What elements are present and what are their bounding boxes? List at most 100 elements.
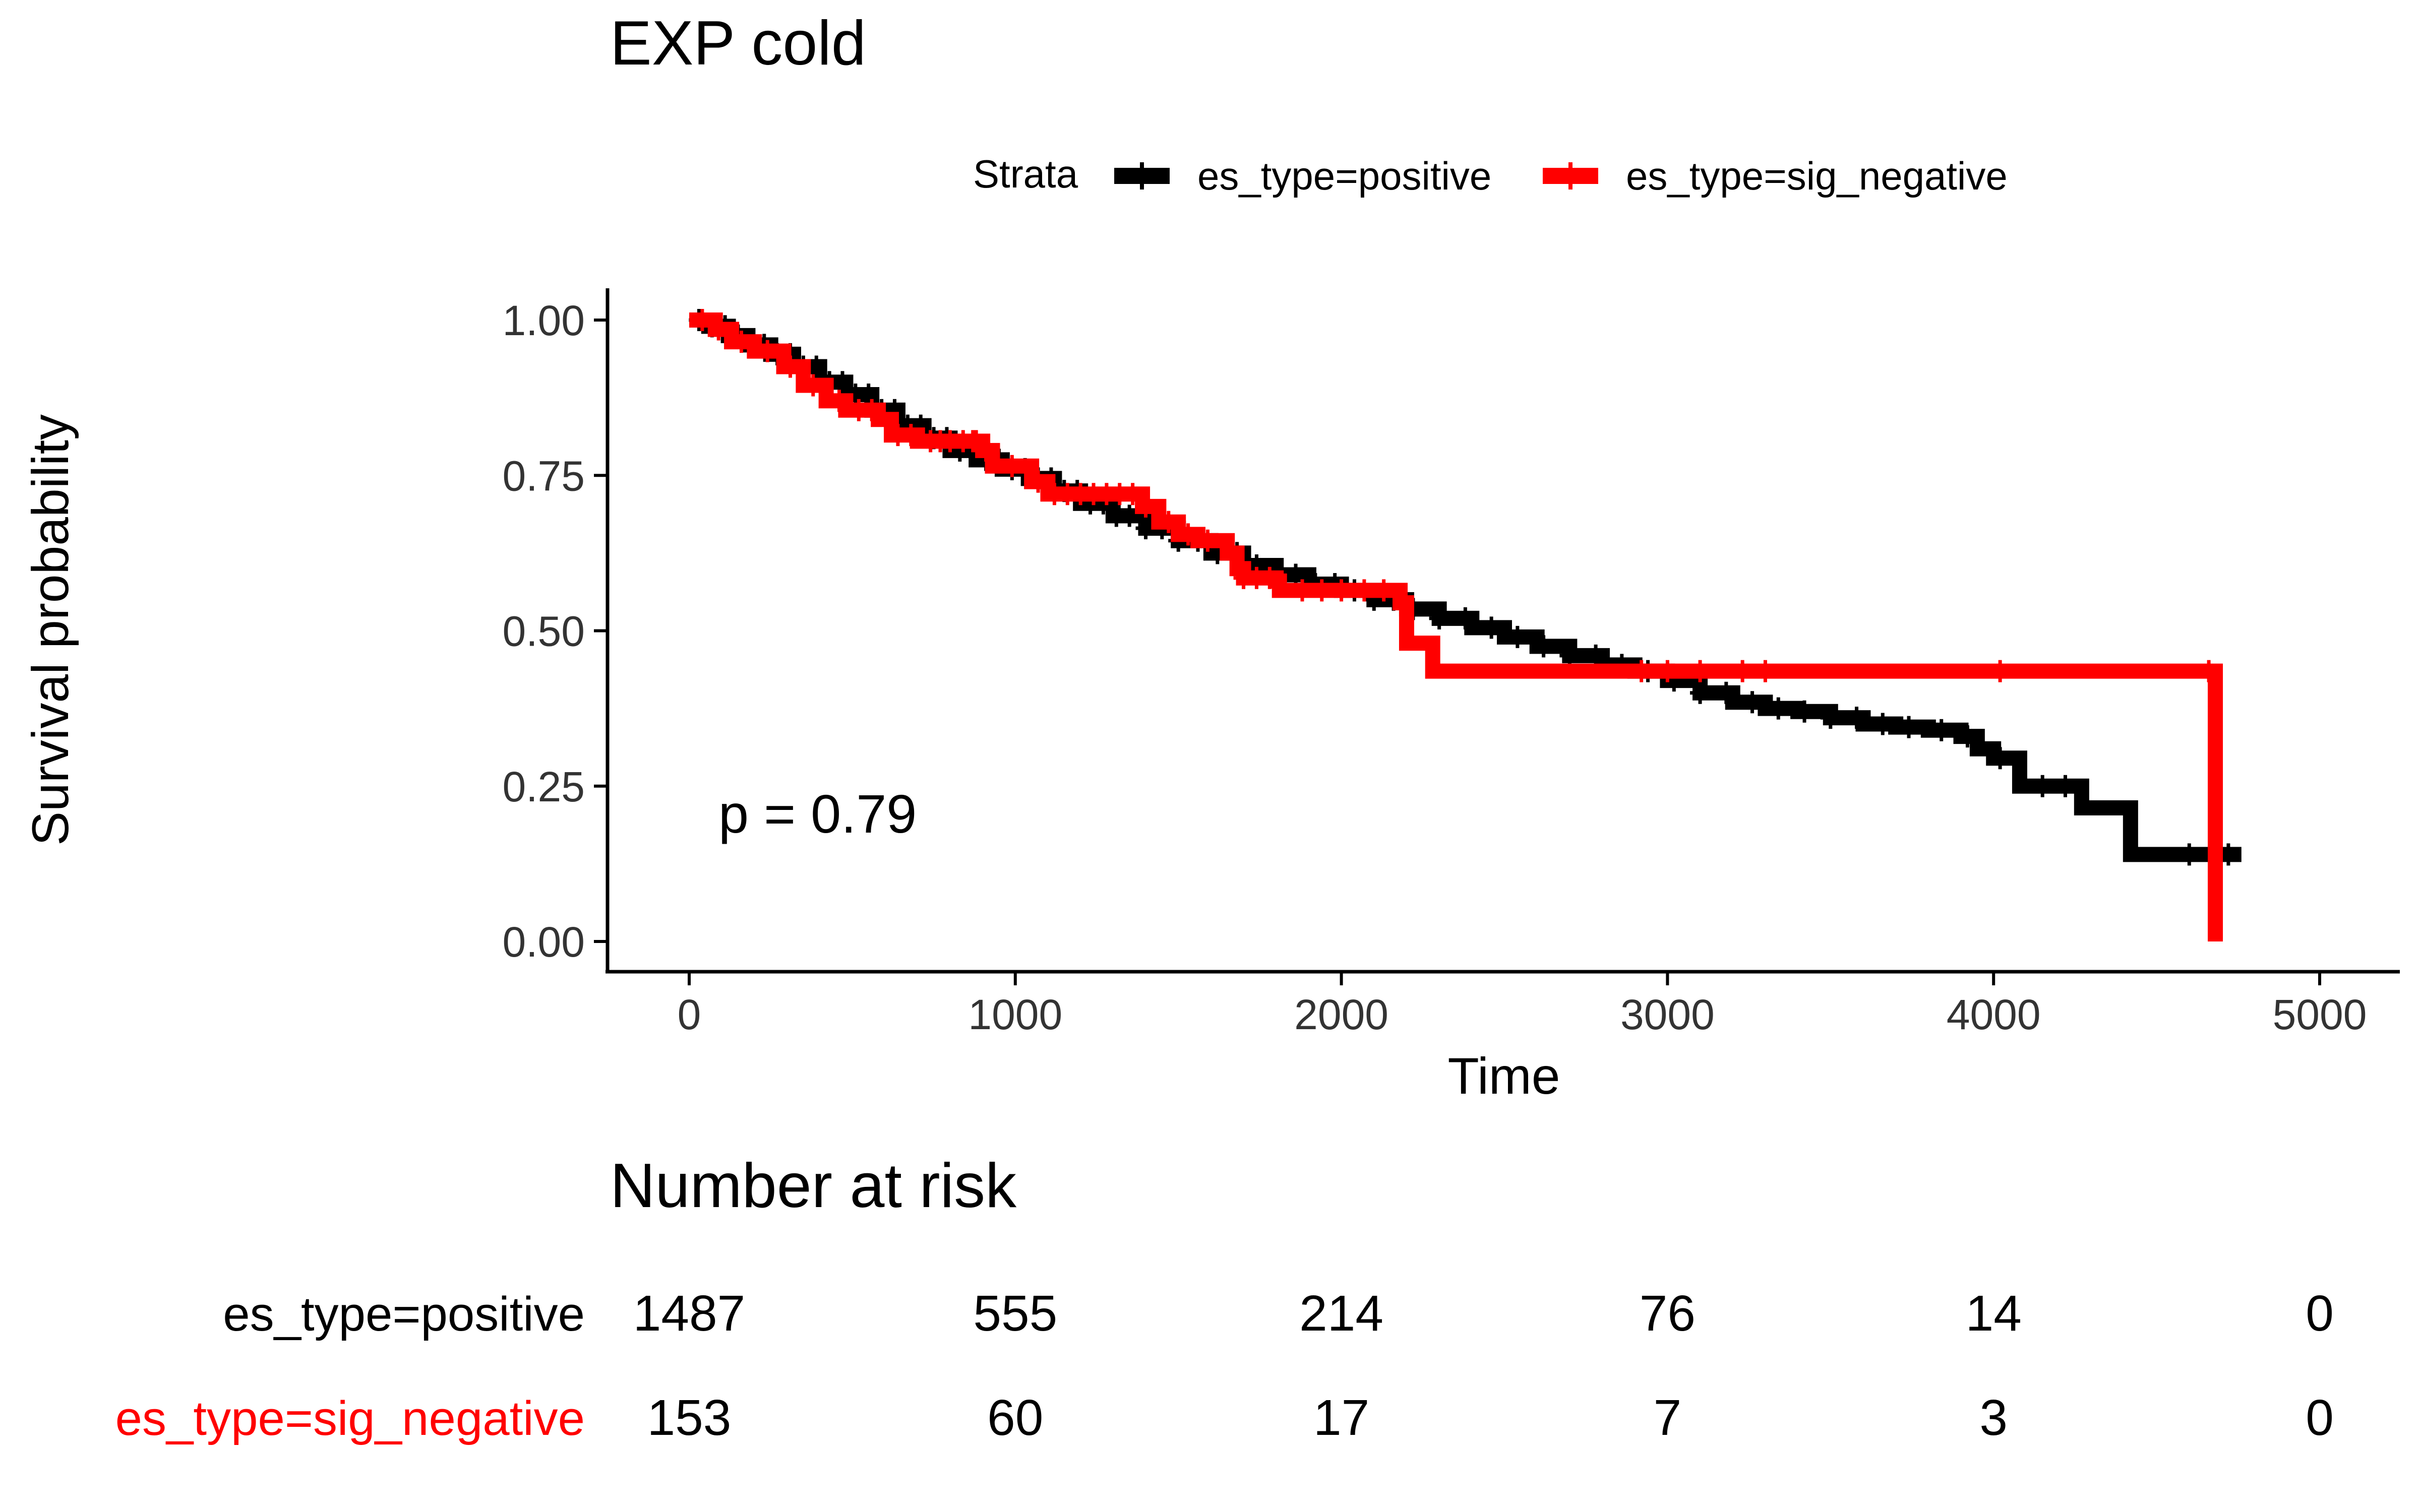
censor-mark [1122, 483, 1143, 506]
legend-label-sig-negative: es_type=sig_negative [1626, 154, 2008, 198]
censor-mark [1286, 563, 1306, 586]
x-tick-label: 0 [678, 991, 701, 1038]
censor-mark [1292, 579, 1312, 602]
risk-count: 17 [1313, 1390, 1369, 1446]
censor-mark [1331, 579, 1352, 602]
risk-count: 76 [1640, 1285, 1696, 1342]
censor-mark [832, 371, 853, 394]
y-ticks: 0.00 0.25 0.50 0.75 1.00 [503, 297, 608, 966]
censor-mark [858, 383, 879, 406]
risk-count: 153 [647, 1390, 732, 1446]
censor-mark [976, 439, 996, 462]
censor-mark [900, 424, 921, 447]
series-line-1 [689, 312, 2223, 941]
risk-count: 1487 [633, 1285, 745, 1342]
censor-mark [1533, 635, 1554, 658]
risk-row-label: es_type=positive [223, 1287, 585, 1341]
censor-mark [862, 399, 882, 421]
risk-count: 60 [987, 1390, 1043, 1446]
censor-mark [780, 355, 801, 378]
censor-mark [1820, 707, 1841, 729]
x-tick-label: 4000 [1947, 991, 2041, 1038]
censor-mark [1311, 579, 1332, 602]
y-tick-label: 0.50 [503, 608, 585, 655]
censor-mark [1002, 455, 1022, 477]
y-tick-label: 0.75 [503, 452, 585, 499]
censor-mark [757, 340, 778, 362]
censor-mark [803, 374, 823, 397]
risk-table-title: Number at risk [610, 1151, 1017, 1221]
censor-mark [1393, 592, 1414, 614]
censor-mark [708, 318, 729, 341]
censor-mark [1631, 660, 1652, 682]
censor-mark [1990, 660, 2011, 682]
censor-mark [1028, 470, 1049, 493]
censor-mark [966, 430, 987, 453]
censor-mark [2032, 775, 2053, 797]
censor-mark [1429, 607, 1449, 629]
y-axis-label: Survival probability [22, 414, 79, 846]
risk-table: es_type=positive 1487 555 214 76 14 0 es_type=s… [115, 1285, 2334, 1446]
censor-mark [1259, 566, 1280, 589]
censor-mark [829, 390, 850, 412]
risk-row-label: es_type=sig_negative [115, 1392, 585, 1445]
censor-mark [1690, 660, 1711, 682]
x-tick-label: 1000 [968, 991, 1062, 1038]
censor-mark [1872, 713, 1893, 735]
series-layer [689, 309, 2242, 941]
censor-mark [692, 309, 712, 331]
legend-key-positive [1114, 162, 1170, 190]
censor-mark [1732, 660, 1753, 682]
y-tick-label: 0.25 [503, 763, 585, 810]
legend: Strata es_type=positive es_type=sig_nega… [973, 152, 2008, 198]
censor-mark [1197, 529, 1218, 552]
censor-mark [1178, 523, 1198, 546]
censor-mark [2055, 775, 2076, 797]
series-line-0 [689, 312, 2242, 862]
censor-mark [1158, 511, 1179, 533]
x-ticks: 0 1000 2000 3000 4000 5000 [678, 972, 2367, 1038]
y-tick-label: 1.00 [503, 297, 585, 344]
chart-title: EXP cold [610, 9, 866, 78]
legend-label-positive: es_type=positive [1197, 154, 1491, 198]
censor-mark [1119, 505, 1140, 527]
censor-mark [1742, 691, 1763, 714]
risk-count: 0 [2306, 1285, 2334, 1342]
censor-mark [1455, 607, 1476, 629]
risk-count: 0 [2306, 1390, 2334, 1446]
risk-count: 7 [1654, 1390, 1682, 1446]
censor-mark [1899, 716, 1919, 738]
censor-mark [1846, 707, 1867, 729]
x-tick-label: 5000 [2273, 991, 2367, 1038]
censor-mark [1931, 719, 1952, 741]
censor-mark [1957, 725, 1978, 748]
censor-mark [1507, 625, 1528, 648]
legend-title: Strata [973, 152, 1078, 196]
censor-mark [1990, 747, 2011, 770]
p-value-annotation: p = 0.79 [718, 783, 917, 844]
legend-key-sig-negative [1543, 162, 1598, 190]
censor-mark [1481, 616, 1502, 639]
x-tick-label: 3000 [1620, 991, 1715, 1038]
censor-mark [1657, 660, 1678, 682]
censor-mark [2199, 660, 2219, 682]
censor-mark [2179, 843, 2200, 866]
risk-count: 555 [973, 1285, 1057, 1342]
censor-mark [1768, 697, 1789, 720]
censor-mark [1373, 579, 1394, 602]
risk-count: 14 [1966, 1285, 2022, 1342]
risk-count: 3 [1979, 1390, 2008, 1446]
censor-mark [1135, 495, 1156, 518]
censor-mark [731, 331, 752, 353]
censor-mark [1794, 700, 1815, 723]
censor-mark [1716, 681, 1736, 704]
censor-mark [1559, 644, 1580, 667]
censor-mark [1586, 644, 1606, 667]
censor-mark [1690, 681, 1711, 704]
censor-mark [1354, 579, 1374, 602]
y-tick-label: 0.00 [503, 918, 585, 966]
x-tick-label: 2000 [1294, 991, 1388, 1038]
risk-count: 214 [1299, 1285, 1383, 1342]
x-axis-label: Time [1448, 1047, 1560, 1105]
